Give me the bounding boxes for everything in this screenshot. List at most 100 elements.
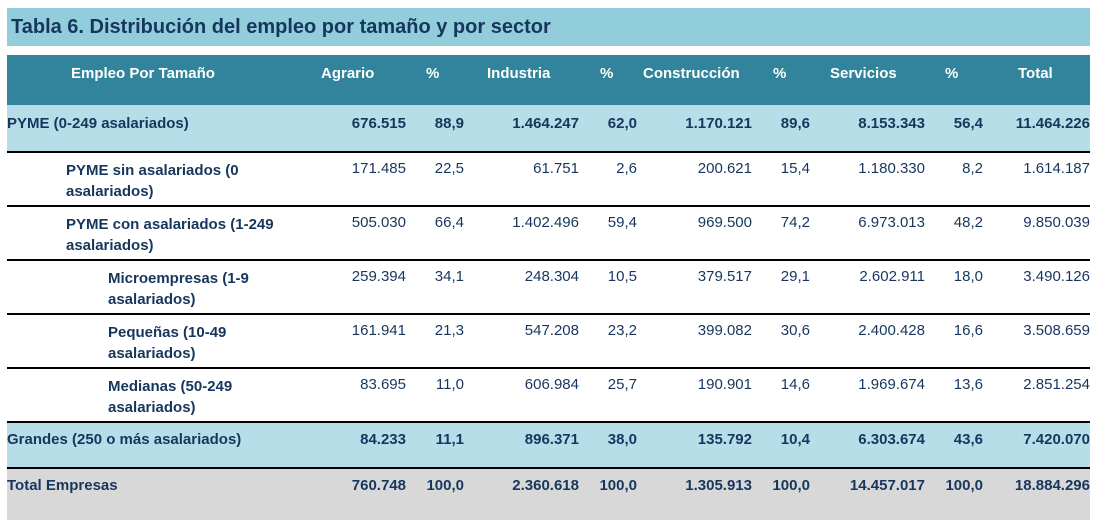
table-row: Pequeñas (10-49 asalariados) 161.941 21,… xyxy=(7,314,1090,369)
cell-pct-industria: 38,0 xyxy=(579,421,637,469)
cell-servicios: 6.973.013 xyxy=(810,206,925,261)
cell-pct-servicios: 48,2 xyxy=(925,206,983,261)
table-row: Grandes (250 o más asalariados) 84.233 1… xyxy=(7,421,1090,469)
cell-pct-servicios: 18,0 xyxy=(925,260,983,315)
row-label-pyme: PYME (0-249 asalariados) xyxy=(7,105,312,153)
cell-servicios: 14.457.017 xyxy=(810,468,925,520)
cell-pct-construccion: 14,6 xyxy=(780,376,810,393)
cell-pct-industria: 23,2 xyxy=(579,314,637,369)
cell-pct-construccion: 15,4 xyxy=(752,152,810,207)
cell-pct-agrario: 11,1 xyxy=(406,421,464,469)
employment-table: Empleo Por Tamaño Agrario % Industria % … xyxy=(7,55,1090,520)
cell-total: 1.614.187 xyxy=(983,152,1090,207)
cell-pct-industria: 10,5 xyxy=(579,260,637,315)
row-label-microempresas: Microempresas (1-9 asalariados) xyxy=(7,260,312,315)
row-label-pyme-con-asalariados: PYME con asalariados (1-249 asalariados) xyxy=(7,206,312,261)
header-industria: Industria xyxy=(464,55,579,105)
cell-pct-agrario: 34,1 xyxy=(406,260,464,315)
cell-pct-agrario: 66,4 xyxy=(406,206,464,261)
cell-pct-servicios: 13,6 xyxy=(953,376,983,393)
cell-pct-servicios: 8,2 xyxy=(925,152,983,207)
cell-pct-agrario: 21,3 xyxy=(406,314,464,369)
cell-industria: 61.751 xyxy=(464,152,579,207)
cell-construccion: 135.792 xyxy=(637,421,752,469)
cell-agrario: 676.515 xyxy=(312,105,406,153)
cell-industria: 2.360.618 xyxy=(464,468,579,520)
cell-agrario: 161.941 xyxy=(312,314,406,369)
cell-industria: 1.402.496 xyxy=(464,206,579,261)
row-label-pyme-sin-asalariados: PYME sin asalariados (0 asalariados) xyxy=(7,152,312,207)
cell-agrario: 83.695 xyxy=(360,376,406,393)
row-label-grandes: Grandes (250 o más asalariados) xyxy=(7,421,312,469)
cell-total: 18.884.296 xyxy=(983,468,1090,520)
table-row: Total Empresas 760.748 100,0 2.360.618 1… xyxy=(7,468,1090,520)
header-pct-servicios: % xyxy=(925,55,983,105)
cell-total: 2.851.254 xyxy=(1023,376,1090,393)
cell-servicios: 2.602.911 xyxy=(810,260,925,315)
cell-agrario: 84.233 xyxy=(312,421,406,469)
cell-industria: 248.304 xyxy=(464,260,579,315)
table-row: PYME con asalariados (1-249 asalariados)… xyxy=(7,206,1090,261)
table-row: Microempresas (1-9 asalariados) 259.394 … xyxy=(7,260,1090,315)
cell-construccion: 200.621 xyxy=(637,152,752,207)
cell-agrario: 171.485 xyxy=(312,152,406,207)
cell-industria: 547.208 xyxy=(464,314,579,369)
cell-construccion: 969.500 xyxy=(637,206,752,261)
cell-pct-servicios: 100,0 xyxy=(925,468,983,520)
cell-construccion: 1.170.121 xyxy=(637,105,752,153)
cell-construccion: 1.305.913 xyxy=(637,468,752,520)
cell-pct-industria: 25,7 xyxy=(607,376,637,393)
cell-agrario: 505.030 xyxy=(312,206,406,261)
table-title: Tabla 6. Distribución del empleo por tam… xyxy=(7,8,1090,46)
table-row: PYME (0-249 asalariados) 676.515 88,9 1.… xyxy=(7,105,1090,153)
row-label-medianas: Medianas (50-249 asalariados) xyxy=(108,378,233,416)
cell-pct-construccion: 29,1 xyxy=(752,260,810,315)
cell-construccion: 399.082 xyxy=(637,314,752,369)
cell-construccion: 379.517 xyxy=(637,260,752,315)
cell-pct-industria: 100,0 xyxy=(579,468,637,520)
cell-construccion: 190.901 xyxy=(697,376,752,393)
cell-industria: 606.984 xyxy=(524,376,579,393)
cell-industria: 896.371 xyxy=(464,421,579,469)
header-agrario: Agrario xyxy=(312,55,406,105)
header-servicios: Servicios xyxy=(810,55,925,105)
header-construccion: Construcción xyxy=(637,55,752,105)
cell-pct-servicios: 16,6 xyxy=(925,314,983,369)
cell-pct-construccion: 30,6 xyxy=(752,314,810,369)
cell-pct-industria: 2,6 xyxy=(579,152,637,207)
cell-pct-construccion: 100,0 xyxy=(752,468,810,520)
table-row: PYME sin asalariados (0 asalariados) 171… xyxy=(7,152,1090,207)
cell-pct-agrario: 100,0 xyxy=(406,468,464,520)
table-row: Medianas (50-249 asalariados) 83.695 11,… xyxy=(7,368,1090,422)
header-row: Empleo Por Tamaño Agrario % Industria % … xyxy=(7,55,1090,105)
cell-agrario: 760.748 xyxy=(312,468,406,520)
cell-servicios: 1.180.330 xyxy=(810,152,925,207)
cell-pct-construccion: 10,4 xyxy=(752,421,810,469)
cell-industria: 1.464.247 xyxy=(464,105,579,153)
cell-servicios: 8.153.343 xyxy=(810,105,925,153)
cell-total: 9.850.039 xyxy=(983,206,1090,261)
header-pct-industria: % xyxy=(579,55,637,105)
cell-agrario: 259.394 xyxy=(312,260,406,315)
cell-pct-industria: 59,4 xyxy=(579,206,637,261)
header-pct-construccion: % xyxy=(752,55,810,105)
header-pct-agrario: % xyxy=(406,55,464,105)
cell-servicios: 6.303.674 xyxy=(810,421,925,469)
cell-total: 11.464.226 xyxy=(983,105,1090,153)
cell-pct-agrario: 22,5 xyxy=(406,152,464,207)
cell-servicios: 1.969.674 xyxy=(858,376,925,393)
cell-pct-servicios: 43,6 xyxy=(925,421,983,469)
row-label-pequenas: Pequeñas (10-49 asalariados) xyxy=(7,314,312,369)
cell-pct-servicios: 56,4 xyxy=(925,105,983,153)
row-label-total-empresas: Total Empresas xyxy=(7,468,312,520)
cell-pct-construccion: 74,2 xyxy=(752,206,810,261)
cell-total: 3.490.126 xyxy=(983,260,1090,315)
header-total: Total xyxy=(983,55,1090,105)
cell-total: 3.508.659 xyxy=(983,314,1090,369)
cell-pct-agrario: 88,9 xyxy=(406,105,464,153)
header-empleo-por-tamano: Empleo Por Tamaño xyxy=(7,55,312,105)
cell-pct-industria: 62,0 xyxy=(579,105,637,153)
cell-total: 7.420.070 xyxy=(983,421,1090,469)
cell-servicios: 2.400.428 xyxy=(810,314,925,369)
cell-pct-agrario: 11,0 xyxy=(435,376,464,393)
